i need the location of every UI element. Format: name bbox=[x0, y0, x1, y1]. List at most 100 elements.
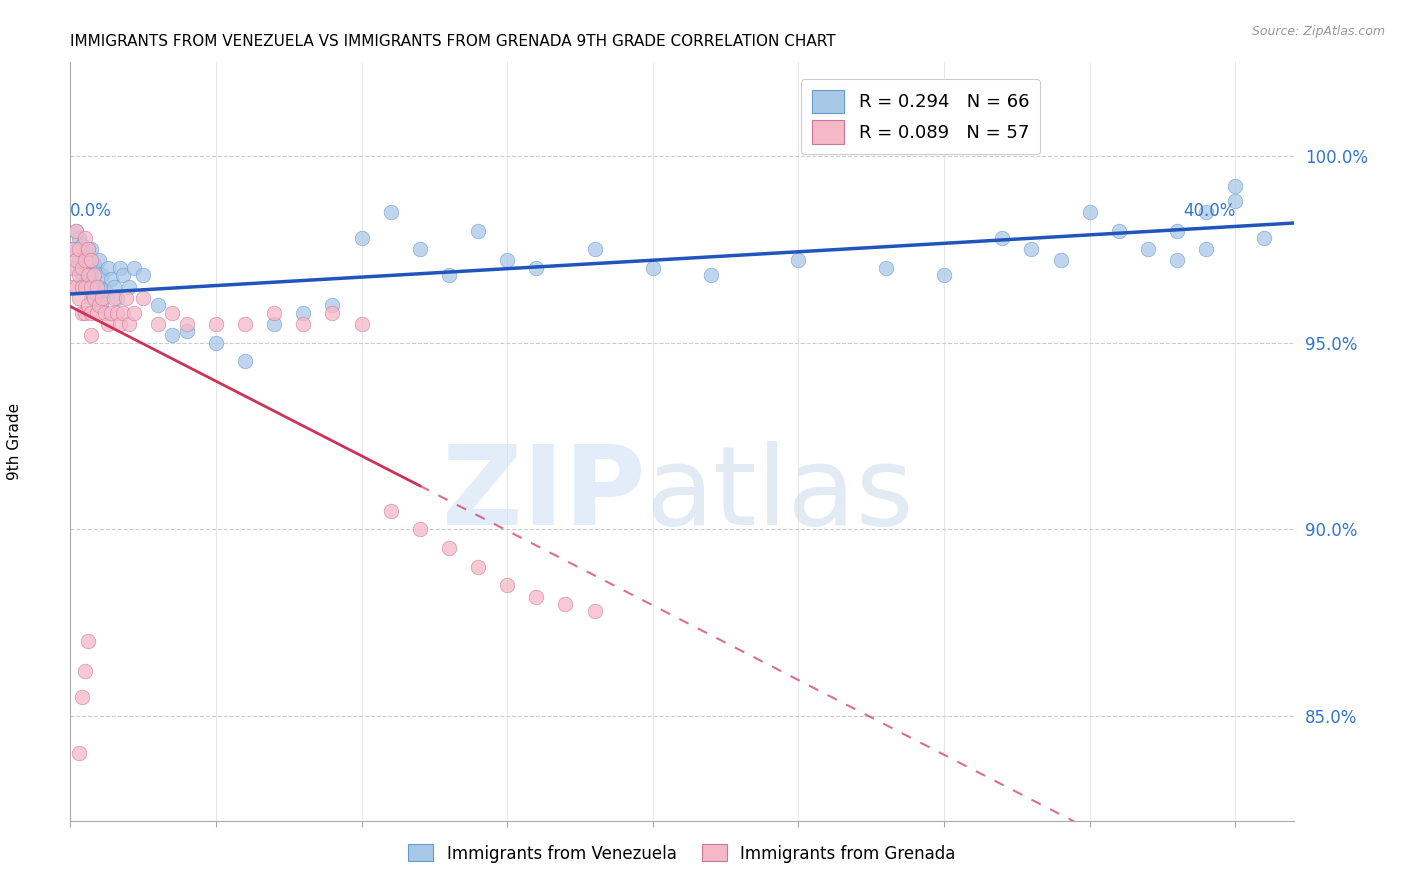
Point bbox=[67, 242, 90, 256]
Point bbox=[89, 253, 111, 268]
Point bbox=[380, 503, 402, 517]
Point bbox=[79, 268, 103, 283]
Point bbox=[292, 306, 315, 320]
Point bbox=[350, 231, 373, 245]
Point bbox=[89, 298, 111, 312]
Point bbox=[437, 541, 460, 555]
Point bbox=[641, 260, 664, 275]
Point bbox=[83, 257, 105, 271]
Point bbox=[1049, 253, 1071, 268]
Point bbox=[496, 253, 519, 268]
Point bbox=[1253, 231, 1275, 245]
Point bbox=[94, 283, 117, 297]
Point bbox=[79, 242, 103, 256]
Legend: Immigrants from Venezuela, Immigrants from Grenada: Immigrants from Venezuela, Immigrants fr… bbox=[402, 838, 962, 869]
Point bbox=[70, 690, 93, 705]
Point bbox=[409, 242, 432, 256]
Point bbox=[70, 260, 93, 275]
Point bbox=[86, 279, 108, 293]
Point bbox=[79, 253, 103, 268]
Point bbox=[100, 306, 122, 320]
Point bbox=[524, 590, 547, 604]
Point bbox=[1195, 204, 1218, 219]
Point bbox=[437, 268, 460, 283]
Point bbox=[875, 260, 897, 275]
Point bbox=[67, 268, 90, 283]
Y-axis label: 9th Grade: 9th Grade bbox=[7, 403, 21, 480]
Point bbox=[162, 328, 183, 343]
Point bbox=[86, 264, 108, 278]
Point bbox=[76, 298, 98, 312]
Point bbox=[73, 246, 96, 260]
Point bbox=[70, 279, 93, 293]
Point bbox=[91, 294, 114, 309]
Point bbox=[117, 317, 139, 331]
Point bbox=[73, 231, 96, 245]
Point bbox=[103, 291, 125, 305]
Point bbox=[321, 298, 343, 312]
Point bbox=[79, 291, 103, 305]
Point bbox=[117, 279, 139, 293]
Point bbox=[176, 324, 198, 338]
Point bbox=[97, 317, 120, 331]
Point bbox=[132, 291, 155, 305]
Point bbox=[62, 260, 84, 275]
Point bbox=[108, 317, 131, 331]
Point bbox=[1195, 242, 1218, 256]
Point bbox=[114, 291, 136, 305]
Text: Source: ZipAtlas.com: Source: ZipAtlas.com bbox=[1251, 25, 1385, 38]
Point bbox=[91, 268, 114, 283]
Point bbox=[65, 223, 87, 237]
Point bbox=[108, 260, 131, 275]
Point bbox=[67, 747, 90, 761]
Point bbox=[73, 253, 96, 268]
Point bbox=[124, 306, 146, 320]
Point bbox=[467, 223, 489, 237]
Point bbox=[583, 242, 606, 256]
Point bbox=[79, 306, 103, 320]
Point bbox=[67, 291, 90, 305]
Point bbox=[73, 665, 96, 679]
Point bbox=[62, 279, 84, 293]
Text: atlas: atlas bbox=[645, 442, 914, 548]
Point bbox=[787, 253, 810, 268]
Point bbox=[1225, 194, 1247, 208]
Point bbox=[76, 268, 98, 283]
Point bbox=[263, 317, 285, 331]
Point bbox=[524, 260, 547, 275]
Point bbox=[67, 253, 90, 268]
Point bbox=[62, 242, 84, 256]
Point bbox=[86, 306, 108, 320]
Point bbox=[146, 298, 169, 312]
Text: IMMIGRANTS FROM VENEZUELA VS IMMIGRANTS FROM GRENADA 9TH GRADE CORRELATION CHART: IMMIGRANTS FROM VENEZUELA VS IMMIGRANTS … bbox=[70, 34, 837, 49]
Point bbox=[91, 291, 114, 305]
Point bbox=[1225, 178, 1247, 193]
Point bbox=[467, 559, 489, 574]
Point bbox=[76, 634, 98, 648]
Point bbox=[409, 522, 432, 536]
Point bbox=[1166, 253, 1188, 268]
Point bbox=[583, 605, 606, 619]
Point bbox=[67, 231, 90, 245]
Point bbox=[70, 268, 93, 283]
Point bbox=[94, 306, 117, 320]
Point bbox=[132, 268, 155, 283]
Point bbox=[62, 242, 84, 256]
Point bbox=[292, 317, 315, 331]
Point bbox=[111, 268, 134, 283]
Point bbox=[89, 279, 111, 293]
Point bbox=[70, 238, 93, 252]
Point bbox=[176, 317, 198, 331]
Point bbox=[233, 317, 256, 331]
Point bbox=[146, 317, 169, 331]
Point bbox=[76, 242, 98, 256]
Point bbox=[111, 306, 134, 320]
Point bbox=[86, 287, 108, 301]
Point bbox=[65, 223, 87, 237]
Point bbox=[350, 317, 373, 331]
Point bbox=[380, 204, 402, 219]
Point bbox=[991, 231, 1014, 245]
Point bbox=[1078, 204, 1101, 219]
Point bbox=[1136, 242, 1159, 256]
Point bbox=[1108, 223, 1130, 237]
